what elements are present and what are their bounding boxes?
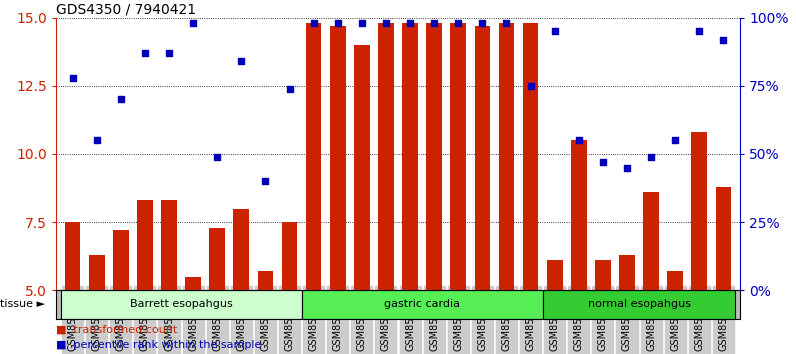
Bar [185,277,201,290]
Bar [258,271,273,290]
Bar [643,192,659,290]
Bar [354,45,369,290]
Bar [282,222,298,290]
Bar [64,222,80,290]
Point [187,20,200,26]
Bar [571,140,587,290]
Point [621,165,634,170]
Bar [89,255,104,290]
Point [717,37,730,42]
Bar [474,26,490,290]
Point [283,86,296,91]
Point [90,137,103,143]
Bar [451,23,466,290]
Bar [113,230,129,290]
Point [693,28,706,34]
Point [66,75,79,80]
Point [596,159,609,165]
Point [476,20,489,26]
Text: Barrett esopahgus: Barrett esopahgus [130,299,232,309]
Point [139,50,151,56]
Bar [716,187,732,290]
Bar [233,209,249,290]
Bar [619,255,635,290]
Bar [209,228,225,290]
Text: ■  percentile rank within the sample: ■ percentile rank within the sample [56,340,261,350]
Point [452,20,465,26]
Point [235,58,248,64]
Text: gastric cardia: gastric cardia [384,299,460,309]
Point [525,83,537,88]
Bar [402,23,418,290]
Bar [137,200,153,290]
Point [427,20,440,26]
Bar [543,290,736,319]
Bar [330,26,345,290]
Bar [692,132,707,290]
Point [645,154,657,160]
Bar [378,23,394,290]
Bar [547,260,563,290]
Text: tissue ►: tissue ► [0,299,45,309]
Point [331,20,344,26]
Point [572,137,585,143]
Bar [595,260,611,290]
Text: normal esopahgus: normal esopahgus [587,299,691,309]
Point [259,178,271,184]
Point [404,20,416,26]
Text: ■  transformed count: ■ transformed count [56,324,177,334]
Point [500,20,513,26]
Bar [427,23,442,290]
Bar [667,271,683,290]
Bar [498,23,514,290]
Bar [302,290,543,319]
Point [162,50,175,56]
Bar [306,23,322,290]
Bar [523,23,538,290]
Bar [161,200,177,290]
Point [115,97,127,102]
Bar [60,290,302,319]
Point [211,154,224,160]
Text: GDS4350 / 7940421: GDS4350 / 7940421 [56,2,196,17]
Point [380,20,392,26]
Point [356,20,369,26]
Point [548,28,561,34]
Point [669,137,681,143]
Point [307,20,320,26]
